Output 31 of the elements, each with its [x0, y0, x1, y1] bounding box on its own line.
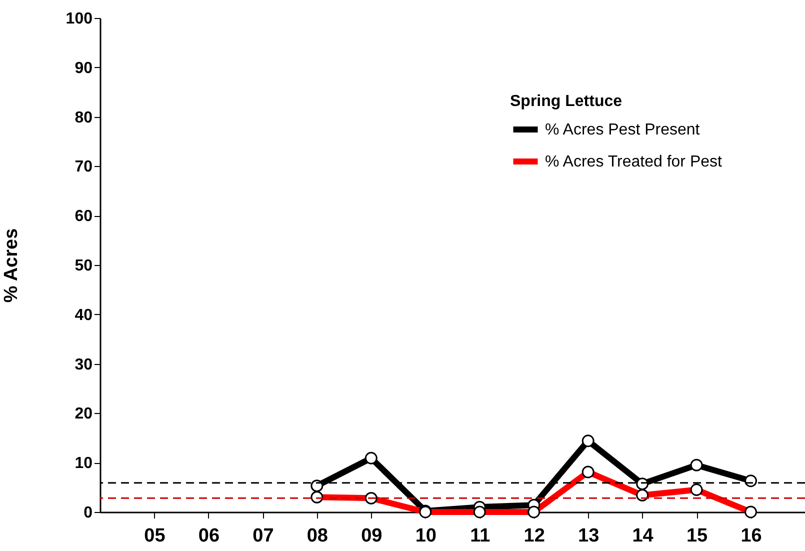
x-tick-label: 12: [524, 526, 545, 546]
point: [364, 452, 378, 464]
y-tick-label: 80: [74, 109, 93, 126]
legend-label: % Acres Treated for Pest: [545, 154, 723, 170]
legend-label: % Acres Pest Present: [545, 122, 700, 138]
x-tick-label: 07: [252, 526, 274, 546]
x-tick-label: 05: [144, 526, 166, 546]
y-tick-label: 10: [74, 455, 93, 472]
y-tick-label: 90: [74, 60, 93, 77]
x-tick-label: 10: [415, 526, 436, 546]
x-tick-label: 11: [470, 526, 491, 546]
y-tick-label: 0: [84, 504, 93, 522]
y-tick-label: 70: [74, 158, 93, 176]
y-tick-label: 40: [74, 306, 93, 324]
legend-title: Spring Lettuce: [510, 93, 622, 110]
y-tick-label: 20: [74, 406, 93, 423]
x-tick-label: 06: [198, 526, 220, 546]
point: [690, 458, 703, 472]
y-tick-label: 60: [74, 208, 93, 226]
y-tick-label: 50: [74, 258, 93, 274]
x-tick-label: 09: [361, 526, 382, 546]
x-tick-label: 13: [578, 526, 600, 546]
x-tick-label: 15: [686, 526, 708, 546]
point: [310, 480, 324, 492]
y-tick-label: 100: [66, 10, 93, 28]
x-tick-label: 14: [632, 526, 654, 546]
y-axis-title: % Acres: [0, 228, 22, 303]
y-tick-label: 30: [74, 356, 93, 374]
x-tick-label: 16: [740, 526, 762, 546]
x-tick-label: 08: [306, 526, 328, 546]
point: [582, 434, 594, 448]
